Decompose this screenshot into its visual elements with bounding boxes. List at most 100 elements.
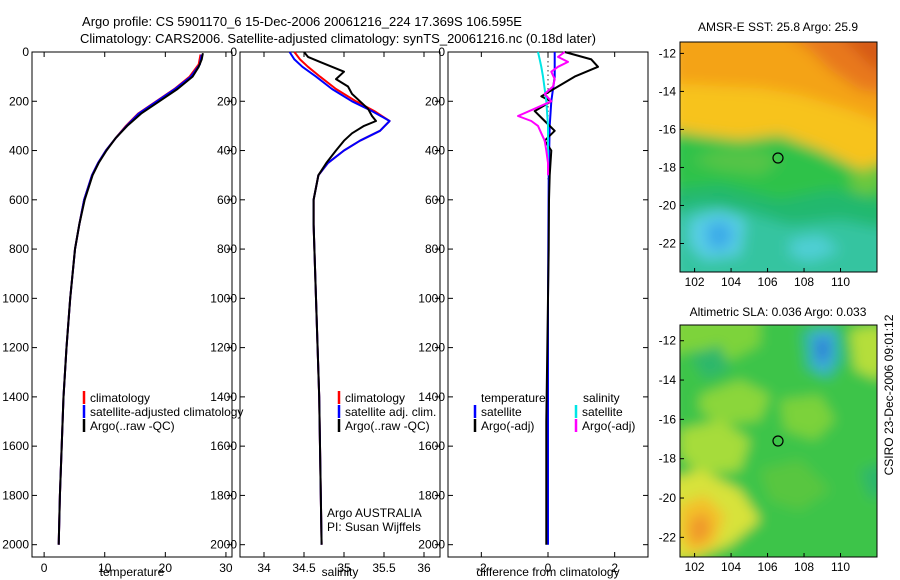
- difference-legend: temperature satellite Argo(-adj) salinit…: [473, 391, 635, 433]
- map-x-tick-label: 104: [721, 560, 741, 574]
- legend-sal-argo-label: Argo(-adj): [582, 419, 635, 433]
- legend-climatology-label: climatology: [345, 391, 405, 405]
- map-y-tick-label: -16: [659, 122, 677, 136]
- y-tick-label: 1800: [418, 488, 445, 502]
- series-line-salinity-argo-adj-: [517, 51, 569, 176]
- y-tick-label: 1000: [2, 291, 29, 305]
- y-tick-label: 200: [217, 94, 237, 108]
- temperature-legend: climatology satellite-adjusted climatolo…: [82, 391, 243, 433]
- y-tick-label: 0: [22, 45, 29, 59]
- salinity-panel: 0 200 400 600 800 1000 1200 1400 1600 1800 2000 34 3…: [210, 45, 441, 579]
- map-x-tick-label: 104: [721, 275, 741, 289]
- y-tick-label: 1600: [418, 439, 445, 453]
- map-y-tick-label: -18: [659, 452, 677, 466]
- y-tick-label: 1000: [418, 291, 445, 305]
- map-y-tick-label: -14: [659, 373, 677, 387]
- sst-argo-location-marker: [772, 152, 784, 164]
- y-tick-label: 1200: [210, 341, 237, 355]
- credit-line2: PI: Susan Wijffels: [327, 520, 421, 534]
- map-x-tick-label: 106: [758, 275, 778, 289]
- map-y-tick-label: -20: [659, 198, 677, 212]
- y-tick-label: 0: [230, 45, 237, 59]
- sla-map-title: Altimetric SLA: 0.036 Argo: 0.033: [690, 305, 867, 319]
- map-y-tick-label: -16: [659, 412, 677, 426]
- sst-heatmap: [679, 41, 878, 273]
- map-x-tick-label: 110: [831, 560, 850, 574]
- sla-map-axes: 102 104 106 108 110 -12 -14 -16 -18 -20 -22: [659, 334, 851, 574]
- y-tick-label: 400: [217, 144, 237, 158]
- legend-temp-argo-label: Argo(-adj): [481, 419, 534, 433]
- x-tick-label: -2: [476, 561, 487, 575]
- x-tick-label: 36: [417, 561, 431, 575]
- map-x-tick-label: 110: [831, 275, 850, 289]
- y-tick-label: 600: [425, 193, 445, 207]
- y-tick-label: 1400: [418, 390, 445, 404]
- y-tick-label: 1800: [210, 488, 237, 502]
- sla-map-frame: [679, 324, 878, 558]
- x-tick-label: 0: [545, 561, 552, 575]
- legend-satellite-label: satellite-adjusted climatology: [90, 405, 243, 419]
- map-x-tick-label: 108: [794, 560, 814, 574]
- credit-line1: Argo AUSTRALIA: [327, 506, 422, 520]
- y-tick-label: 200: [425, 94, 445, 108]
- series-line-temperature-argo-adj-: [533, 51, 599, 545]
- legend-climatology-label: climatology: [90, 391, 150, 405]
- x-tick-label: 2: [611, 561, 618, 575]
- y-tick-label: 2000: [2, 538, 29, 552]
- map-y-tick-label: -14: [659, 84, 677, 98]
- y-tick-label: 1200: [2, 341, 29, 355]
- y-tick-label: 1400: [2, 390, 29, 404]
- y-tick-label: 1200: [418, 341, 445, 355]
- y-tick-label: 800: [9, 242, 29, 256]
- salinity-legend: climatology satellite adj. clim. Argo(..…: [337, 391, 436, 433]
- x-tick-label: 0: [41, 561, 48, 575]
- sst-map-axes: 102 104 106 108 110 -12 -14 -16 -18 -20 -22: [659, 46, 851, 289]
- legend-argo-label: Argo(..raw -QC): [345, 419, 430, 433]
- map-x-tick-label: 108: [794, 275, 814, 289]
- y-tick-label: 2000: [418, 538, 445, 552]
- map-y-tick-label: -22: [659, 530, 677, 544]
- map-x-tick-label: 106: [758, 560, 778, 574]
- y-tick-label: 400: [9, 144, 29, 158]
- legend-temp-satellite-label: satellite: [481, 405, 522, 419]
- y-tick-label: 1800: [2, 488, 29, 502]
- sst-map-title: AMSR-E SST: 25.8 Argo: 25.9: [698, 20, 858, 34]
- difference-panel: 0 200 400 600 800 1000 1200 1400 1600 1800 2000 -2 0…: [418, 45, 649, 579]
- series-line-salinity-satellite: [537, 51, 549, 176]
- x-tick-label: 20: [159, 561, 173, 575]
- plot-frame: [31, 51, 233, 558]
- legend-argo-label: Argo(..raw -QC): [90, 419, 175, 433]
- y-tick-label: 1400: [210, 390, 237, 404]
- x-tick-label: 35: [337, 561, 351, 575]
- y-tick-label: 200: [9, 94, 29, 108]
- y-tick-label: 1000: [210, 291, 237, 305]
- plot-frame: [239, 51, 441, 558]
- map-y-tick-label: -20: [659, 491, 677, 505]
- series-line-argo-raw-qc-: [57, 53, 204, 545]
- y-tick-label: 0: [438, 45, 445, 59]
- side-timestamp: CSIRO 23-Dec-2006 09:01:12: [882, 314, 896, 475]
- y-tick-label: 2000: [210, 538, 237, 552]
- figure-title-line1: Argo profile: CS 5901170_6 15-Dec-2006 2…: [82, 14, 522, 29]
- temperature-panel: 0 200 400 600 800 1000 1200 1400 1600 1800 2000 0 10…: [2, 45, 233, 579]
- x-axis-label: difference from climatology: [476, 565, 619, 579]
- x-tick-label: 10: [98, 561, 112, 575]
- sla-argo-location-marker: [772, 435, 784, 447]
- sst-map-frame: [679, 41, 878, 273]
- map-y-tick-label: -18: [659, 160, 677, 174]
- sla-heatmap: [679, 324, 878, 558]
- legend-salinity-header: salinity: [583, 391, 620, 405]
- map-y-tick-label: -12: [659, 334, 677, 348]
- map-y-tick-label: -12: [659, 46, 677, 60]
- legend-temperature-header: temperature: [481, 391, 546, 405]
- y-tick-label: 800: [425, 242, 445, 256]
- x-tick-label: 34.5: [292, 561, 316, 575]
- y-tick-label: 600: [9, 193, 29, 207]
- map-x-tick-label: 102: [685, 560, 705, 574]
- figure-title-line2: Climatology: CARS2006. Satellite-adjuste…: [80, 31, 596, 46]
- legend-satellite-label: satellite adj. clim.: [345, 405, 436, 419]
- x-axis-label: temperature: [100, 565, 165, 579]
- series-line-argo-raw-qc-: [303, 51, 377, 545]
- y-tick-label: 800: [217, 242, 237, 256]
